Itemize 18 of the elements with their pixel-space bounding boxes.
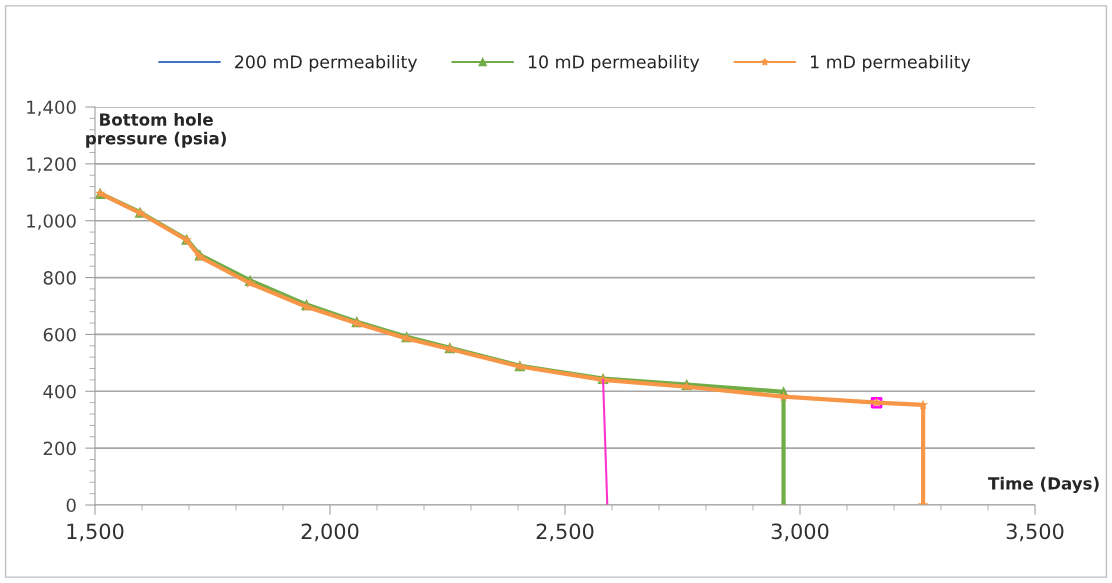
y-axis-title: Bottom hole pressure (psia)	[86, 112, 226, 148]
y-tick-label: 0	[66, 498, 76, 513]
x-tick-label: 3,500	[1006, 523, 1064, 542]
y-tick-label: 1,200	[27, 157, 76, 173]
legend-label: 1 mD permeability	[811, 54, 971, 72]
y-tick-label: 400	[43, 384, 76, 399]
y-tick-label: 600	[43, 327, 76, 342]
y-tick-label: 1,400	[27, 100, 76, 116]
y-tick-label: 200	[43, 441, 76, 456]
legend-label: 200 mD permeability	[235, 54, 418, 72]
x-tick-label: 3,000	[771, 523, 829, 542]
x-tick-label: 2,000	[301, 523, 359, 542]
legend-label: 10 mD permeability	[528, 54, 700, 72]
y-tick-label: 800	[43, 271, 76, 285]
y-tick-label: 1,000	[27, 214, 76, 230]
x-axis-title: Time (Days)	[988, 476, 1099, 494]
x-tick-label: 1,500	[67, 523, 124, 542]
x-tick-label: 2,500	[536, 523, 594, 542]
